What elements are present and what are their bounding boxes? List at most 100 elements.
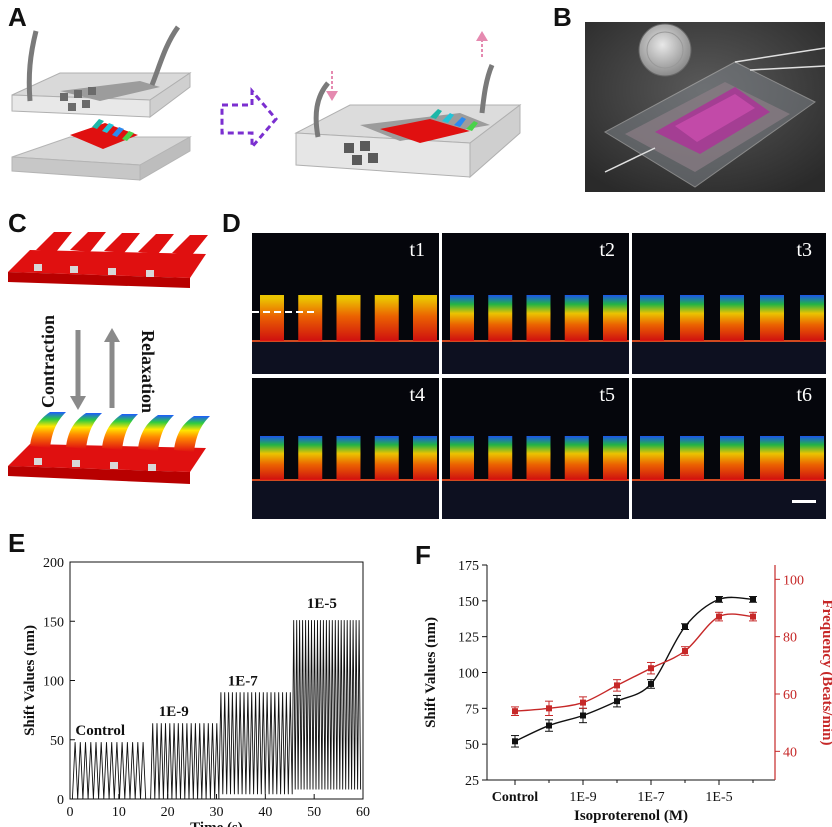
panel-label-b: B <box>553 2 572 32</box>
contracted-tissue-strip <box>8 412 210 484</box>
relaxation-arrow-icon <box>104 328 120 408</box>
y-axis-label: Shift Values (nm) <box>22 625 38 736</box>
coin <box>638 23 692 77</box>
data-point <box>648 665 654 672</box>
tile-pillar <box>760 295 784 341</box>
contraction-relaxation-diagram: Contraction Relaxation <box>8 232 210 484</box>
data-point <box>682 623 688 630</box>
segment-label: 1E-7 <box>228 673 259 689</box>
tile-pillar <box>603 295 627 341</box>
tile-label-t6: t6 <box>796 384 812 406</box>
x-tick-label: 30 <box>210 805 224 820</box>
pdms-layer-top <box>11 25 192 118</box>
glass-slide-bottom <box>11 119 192 181</box>
data-point <box>614 682 620 689</box>
y-tick-label: 150 <box>43 615 64 630</box>
panel-label-f: F <box>415 540 431 570</box>
tile-substrate <box>442 480 629 519</box>
tile-label-t4: t4 <box>409 384 425 406</box>
y-tick-label: 50 <box>465 738 479 753</box>
tile-substrate <box>252 341 439 374</box>
relaxation-label: Relaxation <box>138 330 158 413</box>
glass-slide-photo <box>603 47 825 188</box>
tile-t6: t6 <box>632 378 826 519</box>
data-point <box>546 705 552 712</box>
tile-pillar <box>720 295 744 341</box>
panel-label-d: D <box>222 208 241 238</box>
tile-label-t5: t5 <box>599 384 615 406</box>
y-right-tick-label: 40 <box>783 745 797 760</box>
x-tick-label: 1E-9 <box>569 790 596 805</box>
tile-pillar <box>260 295 284 341</box>
tile-substrate <box>632 341 826 374</box>
tile-substrate <box>252 480 439 519</box>
flow-in-arrow-icon <box>326 71 338 101</box>
tile-label-t1: t1 <box>409 239 425 261</box>
y-tick-label: 75 <box>465 702 479 717</box>
panel-label-e: E <box>8 528 26 558</box>
data-point <box>580 699 586 706</box>
scale-bar <box>792 500 816 503</box>
y-tick-label: 175 <box>458 559 479 574</box>
tile-pillar <box>450 295 474 341</box>
panel-label-a: A <box>8 2 27 32</box>
y-tick-label: 100 <box>458 667 479 682</box>
segment-label: Control <box>75 723 125 739</box>
tile-pillar <box>450 436 474 480</box>
tile-t2: t2 <box>442 233 629 374</box>
x-tick-label: 40 <box>258 805 272 820</box>
series-line-frequency <box>514 613 754 712</box>
tile-pillar <box>488 436 513 480</box>
tile-pillar <box>336 436 361 480</box>
chart-e-shift-vs-time: 0 50 100 150 200 0 10 20 30 40 50 60 Time (s) Shift V… <box>22 556 370 827</box>
tile-pillar <box>298 436 323 480</box>
tile-pillar <box>800 295 824 341</box>
device-photo <box>585 22 825 192</box>
data-point <box>750 596 756 603</box>
tile-pillar <box>374 295 399 341</box>
y-right-axis-label: Frequency (Beats/min) <box>819 600 832 746</box>
tile-substrate <box>632 480 826 519</box>
tile-pillar <box>260 436 284 480</box>
tile-pillar <box>564 436 589 480</box>
data-point <box>546 722 552 729</box>
shift-trace-line <box>71 620 362 800</box>
x-tick-label: 20 <box>161 805 175 820</box>
segment-label: 1E-9 <box>159 704 189 720</box>
tile-t3: t3 <box>632 233 826 374</box>
y-tick-label: 100 <box>43 675 64 690</box>
x-tick-label: 50 <box>307 805 321 820</box>
tile-label-t2: t2 <box>599 239 615 261</box>
y-right-tick-label: 80 <box>783 631 797 646</box>
tile-pillar <box>680 295 704 341</box>
y-tick-label: 150 <box>458 595 479 610</box>
tile-pillar <box>374 436 399 480</box>
tile-pillar <box>720 436 744 480</box>
data-point <box>614 698 620 705</box>
tile-pillar <box>413 436 437 480</box>
microscopy-timelapse-grid: t1 t2 t3 t4 t5 t6 <box>252 233 826 519</box>
data-point <box>512 708 518 715</box>
series-line-shift <box>514 596 754 742</box>
data-point <box>750 613 756 620</box>
tile-pillar <box>760 436 784 480</box>
x-tick-label: 60 <box>356 805 370 820</box>
tile-pillar <box>564 295 589 341</box>
contraction-arrow-icon <box>70 330 86 410</box>
segment-label: 1E-5 <box>307 596 337 612</box>
x-axis-label: Time (s) <box>190 820 243 827</box>
tile-pillar <box>413 295 437 341</box>
y-right-tick-label: 100 <box>783 573 804 588</box>
tile-pillar <box>526 295 551 341</box>
x-axis-label: Isoproterenol (M) <box>574 808 688 824</box>
tile-t4: t4 <box>252 378 439 519</box>
x-tick-label: 1E-7 <box>637 790 664 805</box>
y-tick-label: 50 <box>50 734 64 749</box>
y-axis-label: Shift Values (nm) <box>423 617 439 728</box>
tile-pillar <box>336 295 361 341</box>
flow-out-arrow-icon <box>476 31 488 57</box>
tile-pillar <box>640 436 664 480</box>
tile-pillar <box>526 436 551 480</box>
tile-pillar <box>298 295 323 341</box>
x-tick-label: Control <box>492 790 539 805</box>
